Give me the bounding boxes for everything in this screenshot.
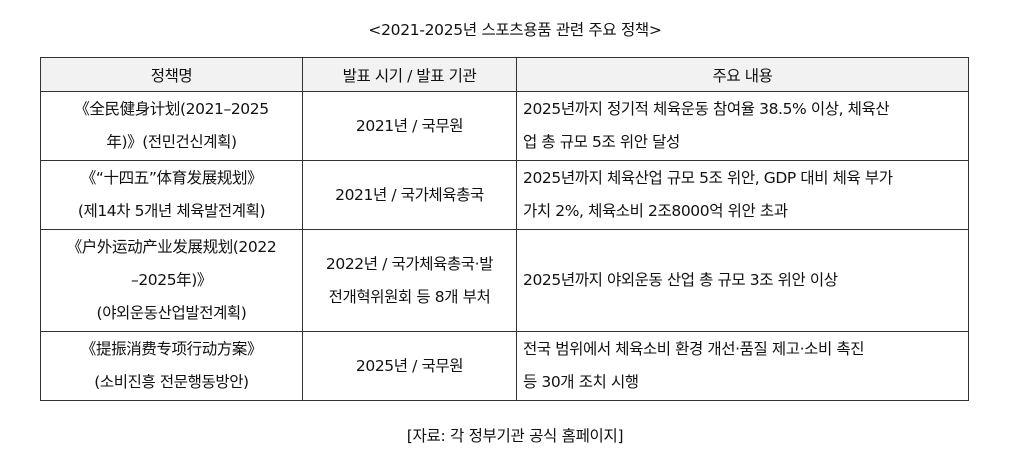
policy-name-line: 《户外运动产业发展规划(2022: [66, 238, 277, 256]
issuer-cell: 2021년 / 국가체육총국: [302, 160, 517, 230]
content-line: 등 30개 조치 시행: [523, 373, 639, 391]
issuer-line: 2022년 / 국가체육총국·발: [325, 254, 494, 273]
issuer-cell: 2021년 / 국무원: [302, 91, 517, 161]
content-line: 2025년까지 체육산업 규모 5조 위안, GDP 대비 체육 부가: [523, 169, 893, 187]
issuer-line: 2025년 / 국무원: [355, 356, 464, 375]
header-policy-name: 정책명: [40, 57, 303, 92]
content-line: 2025년까지 정기적 체육운동 참여율 38.5% 이상, 체육산: [523, 100, 890, 118]
content-line: 2025년까지 야외운동 산업 총 규모 3조 위안 이상: [523, 271, 838, 289]
content-line: 전국 범위에서 체육소비 환경 개선·품질 제고·소비 촉진: [523, 340, 865, 358]
policy-name-line: 《全民健身计划(2021–2025: [74, 100, 269, 118]
policy-name-cell: 《提振消费专项行动方案》 (소비진흥 전문행동방안): [40, 331, 303, 401]
policy-name-line: 《“十四五”体育发展规划》: [80, 169, 263, 187]
content-cell: 2025년까지 야외운동 산업 총 규모 3조 위안 이상: [516, 229, 969, 332]
issuer-cell: 2022년 / 국가체육총국·발 전개혁위원회 등 8개 부처: [302, 229, 517, 332]
policy-name-cell: 《“十四五”体育发展规划》 (제14차 5개년 체육발전계획): [40, 160, 303, 230]
policy-name-cell: 《全民健身计划(2021–2025 年)》(전민건신계획): [40, 91, 303, 161]
content-line: 가치 2%, 체육소비 2조8000억 위안 초과: [523, 202, 788, 220]
content-cell: 2025년까지 정기적 체육운동 참여율 38.5% 이상, 체육산 업 총 규…: [516, 91, 969, 161]
content-line: 업 총 규모 5조 위안 달성: [523, 133, 680, 151]
policy-table: 정책명 발표 시기 / 발표 기관 주요 내용 《全民健身计划(2021–202…: [40, 57, 969, 401]
table-row: 《全民健身计划(2021–2025 年)》(전민건신계획) 2021년 / 국무…: [40, 91, 969, 161]
issuer-line: 2021년 / 국가체육총국: [335, 185, 484, 204]
issuer-cell: 2025년 / 국무원: [302, 331, 517, 401]
issuer-line: 전개혁위원회 등 8개 부처: [328, 287, 491, 306]
table-row: 《户外运动产业发展规划(2022 –2025年)》 (야외운동산업발전계획) 2…: [40, 229, 969, 332]
policy-name-line: (소비진흥 전문행동방안): [94, 373, 249, 391]
policy-name-line: 《提振消费专项行动方案》: [80, 340, 263, 358]
source-note: [자료: 각 정부기관 공식 홈페이지]: [406, 427, 624, 445]
header-issuer: 발표 시기 / 발표 기관: [302, 57, 517, 92]
header-content: 주요 내용: [516, 57, 969, 92]
table-row: 《“十四五”体育发展规划》 (제14차 5개년 체육발전계획) 2021년 / …: [40, 160, 969, 230]
issuer-line: 2021년 / 국무원: [355, 116, 464, 135]
policy-name-cell: 《户外运动产业发展规划(2022 –2025年)》 (야외운동산업발전계획): [40, 229, 303, 332]
table-header-row: 정책명 발표 시기 / 발표 기관 주요 내용: [40, 57, 969, 92]
policy-name-line: (제14차 5개년 체육발전계획): [77, 202, 266, 220]
content-cell: 전국 범위에서 체육소비 환경 개선·품질 제고·소비 촉진 등 30개 조치 …: [516, 331, 969, 401]
content-cell: 2025년까지 체육산업 규모 5조 위안, GDP 대비 체육 부가 가치 2…: [516, 160, 969, 230]
policy-name-line: 年)》(전민건신계획): [106, 133, 237, 151]
table-row: 《提振消费专项行动方案》 (소비진흥 전문행동방안) 2025년 / 국무원 전…: [40, 331, 969, 401]
policy-name-line: (야외운동산업발전계획): [96, 304, 247, 322]
table-title: <2021-2025년 스포츠용품 관련 주요 정책>: [368, 21, 662, 39]
policy-name-line: –2025年)》: [130, 271, 213, 289]
